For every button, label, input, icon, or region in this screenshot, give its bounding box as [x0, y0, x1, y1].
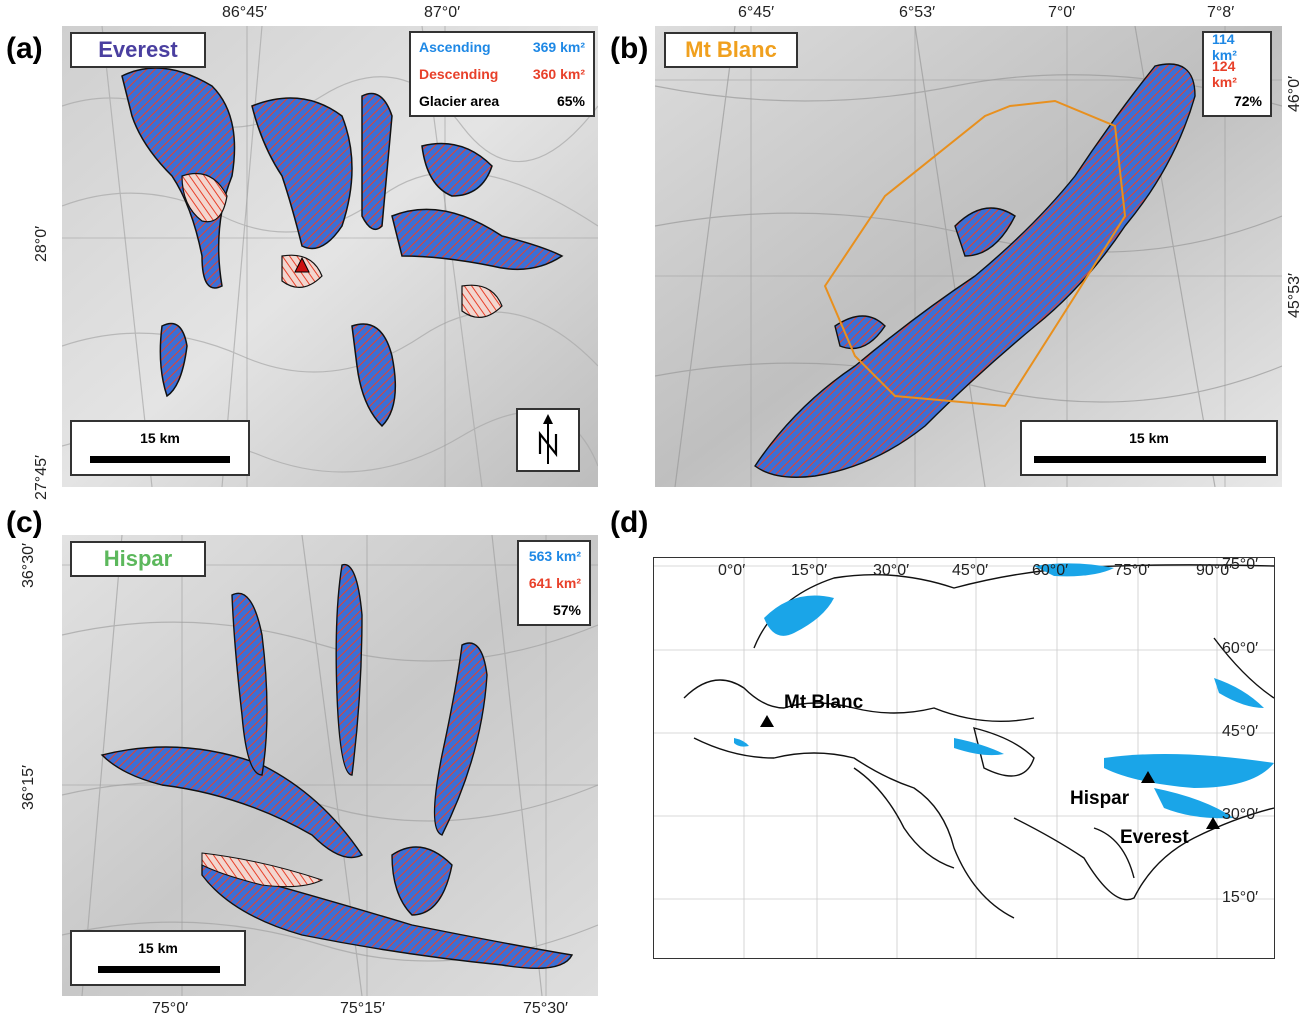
panel-c-area-value: 57%	[552, 601, 581, 618]
panel-d-tick-lon-6: 75°0′	[1114, 562, 1151, 579]
panel-d-tick-lat-2: 60°0′	[1222, 640, 1259, 657]
legend-descending-value: 360 km²	[532, 65, 585, 82]
panel-b-tick-lat-1: 46°0′	[1286, 75, 1303, 112]
panel-d-tick-lat-4: 30°0′	[1222, 806, 1259, 823]
panel-c-ascending-value: 563 km²	[528, 547, 581, 564]
legend-descending-row: Descending 360 km²	[411, 60, 593, 87]
legend-ascending-label: Ascending	[419, 38, 491, 55]
legend-ascending-value: 369 km²	[532, 38, 585, 55]
site-label-mt-blanc: Mt Blanc	[784, 692, 864, 713]
panel-c-tick-lat-1: 36°30′	[20, 543, 37, 588]
panel-b-map	[655, 26, 1282, 487]
panel-a-scalebar: 15 km	[70, 420, 250, 476]
everest-marker	[1206, 817, 1220, 829]
panel-c-tick-lon-3: 75°30′	[523, 1000, 568, 1017]
panel-b-title-text: Mt Blanc	[685, 37, 777, 62]
hispar-marker	[1141, 771, 1155, 783]
panel-a-legend: Ascending 369 km² Descending 360 km² Gla…	[409, 31, 595, 117]
panel-b-tick-lon-2: 6°53′	[899, 4, 936, 21]
panel-c-descending-value: 641 km²	[528, 574, 581, 591]
panel-a-scale-label: 15 km	[140, 430, 180, 446]
panel-c-tick-lon-2: 75°15′	[340, 1000, 385, 1017]
panel-c-scalebar: 15 km	[70, 930, 246, 986]
panel-b-tick-lat-2: 45°53′	[1286, 273, 1303, 318]
panel-c-letter: (c)	[6, 506, 43, 539]
legend-area-label: Glacier area	[419, 92, 500, 109]
legend-area-value: 65%	[556, 92, 585, 109]
panel-d-tick-lon-1: 0°0′	[718, 562, 746, 579]
legend-area-row: Glacier area 65%	[411, 87, 593, 114]
panel-b-descending-value: 124 km²	[1212, 57, 1237, 90]
panel-d-tick-lat-5: 15°0′	[1222, 889, 1259, 906]
site-label-everest: Everest	[1120, 827, 1189, 848]
panel-a-title-text: Everest	[98, 37, 178, 62]
panel-d-tick-lon-3: 30°0′	[873, 562, 910, 579]
panel-a-title: Everest	[70, 32, 206, 68]
panel-b-scale-bar	[1034, 456, 1266, 463]
panel-d-map	[653, 557, 1275, 959]
panel-a-tick-lat-2: 27°45′	[33, 455, 50, 500]
panel-c-title: Hispar	[70, 541, 206, 577]
panel-a-tick-lon-2: 87°0′	[424, 4, 461, 21]
north-arrow-icon	[538, 414, 558, 464]
panel-c-legend: 563 km² 641 km² 57%	[517, 540, 591, 626]
legend-descending-label: Descending	[419, 65, 499, 82]
panel-a-letter: (a)	[6, 32, 43, 65]
panel-b-area-value: 72%	[1233, 92, 1262, 109]
mont-blanc-marker	[760, 715, 774, 727]
panel-c-scale-bar	[98, 966, 220, 973]
panel-b-letter: (b)	[610, 32, 649, 65]
panel-b-tick-lon-1: 6°45′	[738, 4, 775, 21]
panel-b-scale-label: 15 km	[1129, 430, 1169, 446]
panel-c-tick-lat-2: 36°15′	[20, 765, 37, 810]
site-label-hispar: Hispar	[1070, 788, 1130, 809]
panel-b-ascending-value: 114 km²	[1212, 30, 1237, 63]
panel-d-tick-lon-5: 60°0′	[1032, 562, 1069, 579]
panel-b-title: Mt Blanc	[664, 32, 798, 68]
legend-ascending-row: Ascending 369 km²	[411, 33, 593, 60]
panel-d-tick-lon-7: 90°0′	[1196, 562, 1233, 579]
panel-c-tick-lon-1: 75°0′	[152, 1000, 189, 1017]
panel-a-tick-lat-1: 28°0′	[33, 225, 50, 262]
panel-d-letter: (d)	[610, 506, 649, 539]
panel-b-legend: 114 km² 124 km² 72%	[1202, 31, 1272, 117]
panel-a-scale-bar	[90, 456, 230, 463]
everest-summit-marker	[294, 256, 310, 273]
north-arrow	[516, 408, 580, 472]
panel-d-tick-lon-4: 45°0′	[952, 562, 989, 579]
panel-c-scale-label: 15 km	[138, 940, 178, 956]
mont-blanc-outline	[823, 99, 1127, 408]
panel-c-title-text: Hispar	[103, 546, 173, 571]
panel-d-tick-lat-3: 45°0′	[1222, 723, 1259, 740]
panel-d-tick-lon-2: 15°0′	[791, 562, 828, 579]
panel-b-tick-lon-4: 7°8′	[1207, 4, 1235, 21]
panel-a-tick-lon-1: 86°45′	[222, 4, 267, 21]
panel-c-map	[62, 535, 598, 996]
panel-b-tick-lon-3: 7°0′	[1048, 4, 1076, 21]
panel-b-scalebar: 15 km	[1020, 420, 1278, 476]
panel-d-tick-lat-1: 75°0′	[1222, 556, 1259, 573]
